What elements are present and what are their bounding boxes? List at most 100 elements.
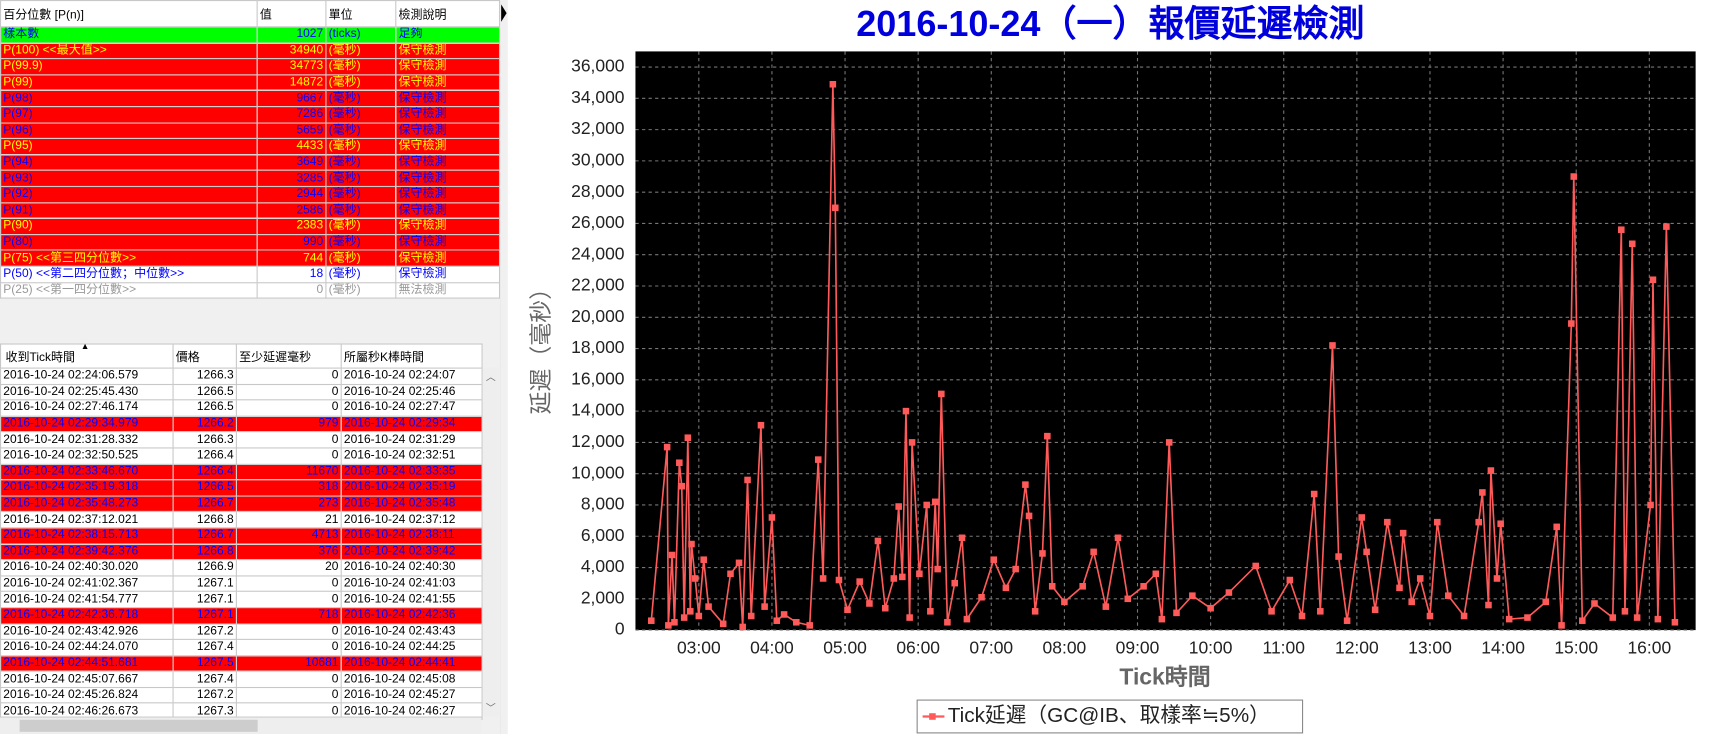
percentile-label: P(75) <<第三四分位數>> — [0, 249, 258, 267]
tick-cell: 1266.5 — [172, 479, 237, 497]
data-point — [1579, 617, 1586, 624]
tick-cell: 718 — [235, 607, 342, 625]
column-header: 價格 — [172, 343, 237, 369]
data-point — [768, 514, 776, 521]
percentile-value: 7286 — [256, 106, 327, 124]
y-tick-label: 4,000 — [581, 556, 625, 576]
data-point — [1396, 584, 1403, 592]
tick-cell: 1266.7 — [172, 495, 237, 513]
data-point — [1524, 614, 1531, 621]
percentile-label: P(92) — [0, 185, 258, 203]
data-point — [663, 443, 671, 451]
data-point — [1399, 529, 1407, 537]
data-point — [684, 434, 692, 441]
tick-cell: 318 — [235, 479, 342, 497]
column-header: 檢測說明 — [395, 0, 501, 28]
data-point — [938, 390, 945, 398]
tick-cell: 2016-10-24 02:24:06.579 — [0, 367, 174, 385]
data-point — [927, 608, 934, 615]
vertical-scrollbar[interactable]: ︿ ﹀ — [481, 367, 501, 717]
percentile-value: 3649 — [256, 153, 327, 172]
splitter[interactable] — [500, 0, 508, 734]
percentile-label: P(97) — [0, 106, 258, 124]
data-point — [806, 622, 813, 629]
percentile-label: 樣本數 — [0, 26, 258, 44]
data-point — [874, 537, 882, 545]
tick-cell: 1267.2 — [172, 686, 237, 704]
tick-cell: 2016-10-24 02:32:51 — [340, 447, 483, 465]
percentile-row: P(94) 3649 (毫秒) 保守檢測 — [0, 153, 501, 172]
tick-row: 2016-10-24 02:44:51.681 1267.5 10681 2016-1… — [0, 654, 483, 672]
data-point — [668, 551, 676, 559]
tick-row: 2016-10-24 02:45:26.824 1267.2 0 2016-10-24… — [0, 686, 483, 704]
data-point — [1268, 608, 1275, 615]
tick-cell: 2016-10-24 02:44:41 — [340, 654, 483, 672]
percentile-row: P(99.9) 34773 (毫秒) 保守檢測 — [0, 58, 501, 76]
tick-cell: 2016-10-24 02:27:47 — [340, 399, 483, 417]
percentile-value: 3285 — [256, 169, 327, 187]
y-tick-label: 22,000 — [571, 275, 625, 295]
percentile-note: 保守檢測 — [395, 265, 501, 283]
percentile-note: 保守檢測 — [395, 153, 501, 172]
percentile-value: 0 — [256, 281, 327, 299]
data-point — [648, 617, 655, 624]
percentile-value: 18 — [256, 265, 327, 283]
tick-cell: 2016-10-24 02:29:34.979 — [0, 415, 174, 433]
data-point — [1044, 432, 1051, 440]
data-point — [1090, 548, 1097, 556]
percentile-row: P(98) 9667 (毫秒) 保守檢測 — [0, 90, 501, 108]
data-point — [1048, 583, 1056, 590]
data-point — [1371, 606, 1379, 614]
chart-title: 2016-10-24（一）報價延遲檢測 — [856, 3, 1364, 44]
tick-cell: 10681 — [235, 654, 342, 672]
legend — [916, 699, 1304, 734]
data-point — [773, 617, 781, 624]
tick-row: 2016-10-24 02:35:19.318 1266.5 318 2016-10-… — [0, 479, 483, 497]
data-point — [1002, 584, 1010, 592]
tick-cell: 2016-10-24 02:39:42.376 — [0, 543, 174, 561]
data-point — [1553, 523, 1560, 531]
data-point — [1343, 617, 1351, 624]
tick-cell: 2016-10-24 02:35:19 — [340, 479, 483, 497]
percentile-row: P(99) 14872 (毫秒) 保守檢測 — [0, 74, 501, 92]
y-tick-label: 36,000 — [571, 56, 625, 76]
tick-cell: 2016-10-24 02:35:48 — [340, 495, 483, 513]
tick-cell: 0 — [235, 431, 342, 449]
tick-row: 2016-10-24 02:44:24.070 1267.4 0 2016-10-24… — [0, 638, 483, 656]
data-point — [1114, 534, 1122, 542]
tick-cell: 2016-10-24 02:42:36 — [340, 607, 483, 625]
data-line — [650, 84, 1676, 627]
percentile-note: 保守檢測 — [395, 90, 501, 108]
data-point — [1384, 518, 1391, 526]
data-point — [1558, 622, 1565, 629]
percentile-row: P(100) <<最大值>> 34940 (毫秒) 保守檢測 — [0, 42, 501, 60]
data-point — [1416, 575, 1424, 582]
percentile-row: P(95) 4433 (毫秒) 保守檢測 — [0, 138, 501, 156]
percentile-row: P(97) 7286 (毫秒) 保守檢測 — [0, 106, 501, 124]
horizontal-scrollbar[interactable] — [0, 716, 482, 734]
data-point — [990, 556, 997, 563]
percentile-table: 百分位數 [P(n)] 值單位 檢測說明 樣本數 1027 (ticks) 足夠 P(100… — [0, 0, 501, 299]
tick-cell: 21 — [235, 511, 342, 529]
column-header: 所屬秒K棒時間 — [340, 343, 483, 369]
percentile-unit: (毫秒) — [325, 138, 397, 156]
percentile-label: P(100) <<最大值>> — [0, 42, 258, 60]
percentile-unit: (毫秒) — [325, 281, 397, 299]
y-tick-label: 20,000 — [571, 306, 625, 326]
tick-cell: 2016-10-24 02:40:30 — [340, 559, 483, 577]
percentile-label: P(91) — [0, 201, 258, 219]
data-point — [856, 578, 863, 585]
data-point — [1310, 490, 1318, 498]
tick-cell: 0 — [235, 399, 342, 417]
data-point — [1358, 514, 1366, 521]
percentile-unit: (毫秒) — [325, 90, 397, 108]
data-point — [1173, 609, 1180, 617]
data-point — [780, 611, 788, 618]
percentile-value: 5659 — [256, 122, 327, 140]
percentile-unit: (毫秒) — [325, 122, 397, 140]
data-point — [1647, 501, 1654, 509]
percentile-unit: (毫秒) — [325, 169, 397, 187]
percentile-row: P(80) 990 (毫秒) 保守檢測 — [0, 233, 501, 251]
data-point — [1408, 598, 1415, 606]
data-point — [705, 603, 712, 610]
